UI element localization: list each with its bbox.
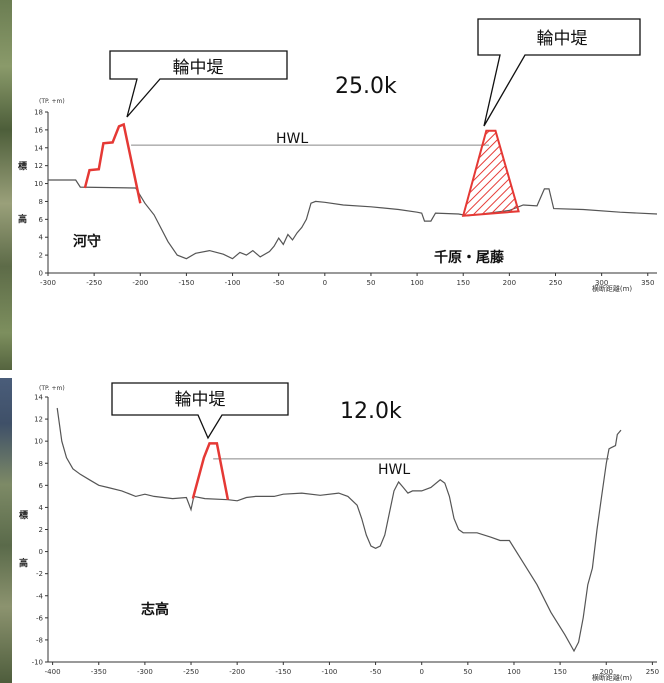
chart-25k: (TP. +m) 標 高 0 2 4 6 8 10 12 14 16 18 -300 -250 -20…: [18, 18, 658, 293]
ground-profile-2: [56, 407, 622, 653]
x-tick-label: -400: [45, 668, 61, 676]
x-tick-label: -100: [321, 668, 337, 676]
y-axis-char-2b: 高: [19, 557, 28, 569]
x-tick-label: -100: [225, 279, 241, 287]
y-axis-char-1a: 標: [18, 160, 27, 172]
y-tick-label: 14: [34, 394, 43, 402]
y-tick-label: 16: [34, 126, 43, 134]
chart-12k: (TP. +m) 標 高 -10 -8 -6 -4 -2 0 2 4 6 8 10 12 14 -400…: [19, 382, 659, 682]
x-tick-label: -150: [178, 279, 194, 287]
x-tick-label: 100: [410, 279, 423, 287]
callout-bubble-3: [111, 382, 289, 440]
y-tick-label: 6: [39, 482, 44, 490]
x-tick-label: 350: [641, 279, 654, 287]
y-axis-char-2a: 標: [19, 509, 28, 521]
x-tick-label: -250: [183, 668, 199, 676]
x-tick-label: 200: [503, 279, 516, 287]
x-tick-label: 50: [366, 279, 375, 287]
ring-levee-left: [83, 122, 142, 204]
x-tick-label: -200: [229, 668, 245, 676]
x-tick-label: 0: [323, 279, 327, 287]
section-label-12k: 12.0k: [340, 399, 402, 424]
aerial-photo-strip-bottom: [0, 378, 12, 683]
callout-text-2: 輪中堤: [537, 29, 588, 49]
x-tick-label: -200: [132, 279, 148, 287]
x-tick-label: -350: [91, 668, 107, 676]
ring-levee-shitaka: [191, 442, 230, 500]
place-label-kawamori: 河守: [73, 233, 101, 250]
x-tick-label: 50: [463, 668, 472, 676]
x-tick-label: -250: [86, 279, 102, 287]
x-tick-label: 0: [419, 668, 423, 676]
y-tick-label: 2: [39, 252, 43, 260]
y-tick-label: 10: [34, 180, 43, 188]
x-tick-label: 300: [595, 279, 608, 287]
y-tick-label: 2: [39, 526, 43, 534]
y-tick-label: 4: [39, 234, 44, 242]
x-tick-label: 250: [549, 279, 562, 287]
section-label-25k: 25.0k: [335, 74, 397, 99]
x-tick-label: 250: [646, 668, 659, 676]
x-tick-label: 150: [457, 279, 470, 287]
x-axis-label-1: 横断距離(m): [592, 284, 633, 293]
y-tick-label: -10: [32, 659, 43, 667]
y-tick-label: 0: [39, 548, 43, 556]
aerial-photo-strip-top: [0, 0, 12, 370]
y-unit-label-1: (TP. +m): [39, 98, 65, 105]
callout-bubble-1: [109, 50, 288, 118]
y-tick-label: -4: [36, 592, 44, 600]
callout-bubble-2: [477, 18, 641, 127]
ring-levee-right: [461, 129, 520, 217]
y-tick-label: 0: [39, 270, 43, 278]
y-tick-label: 18: [34, 109, 43, 117]
callout-text-1: 輪中堤: [173, 58, 224, 78]
y-tick-label: -2: [36, 570, 43, 578]
x-tick-label: -50: [273, 279, 284, 287]
y-tick-label: 8: [39, 460, 43, 468]
y-tick-label: 12: [34, 162, 43, 170]
x-tick-label: -300: [137, 668, 153, 676]
x-tick-label: -150: [275, 668, 291, 676]
ground-profile-1: [48, 179, 658, 260]
x-tick-label: 100: [507, 668, 520, 676]
y-tick-label: -6: [36, 614, 44, 622]
place-label-shitaka: 志高: [141, 601, 169, 618]
x-axis-label-2: 横断距離(m): [592, 673, 633, 682]
x-tick-label: -300: [40, 279, 56, 287]
x-tick-label: 200: [600, 668, 613, 676]
y-axis-char-1b: 高: [18, 213, 27, 225]
y-tick-label: 12: [34, 416, 43, 424]
y-tick-label: 8: [39, 198, 43, 206]
y-tick-label: 10: [34, 438, 43, 446]
callout-text-3: 輪中堤: [175, 390, 226, 410]
y-tick-label: -8: [36, 636, 43, 644]
y-tick-label: 6: [39, 216, 44, 224]
y-tick-label: 4: [39, 504, 44, 512]
x-tick-label: -50: [370, 668, 381, 676]
y-tick-label: 14: [34, 144, 43, 152]
hwl-label-1: HWL: [276, 131, 308, 147]
y-unit-label-2: (TP. +m): [39, 385, 65, 392]
place-label-chihara-bito: 千原・尾藤: [434, 249, 505, 266]
x-tick-label: 150: [553, 668, 566, 676]
hwl-label-2: HWL: [378, 462, 410, 478]
